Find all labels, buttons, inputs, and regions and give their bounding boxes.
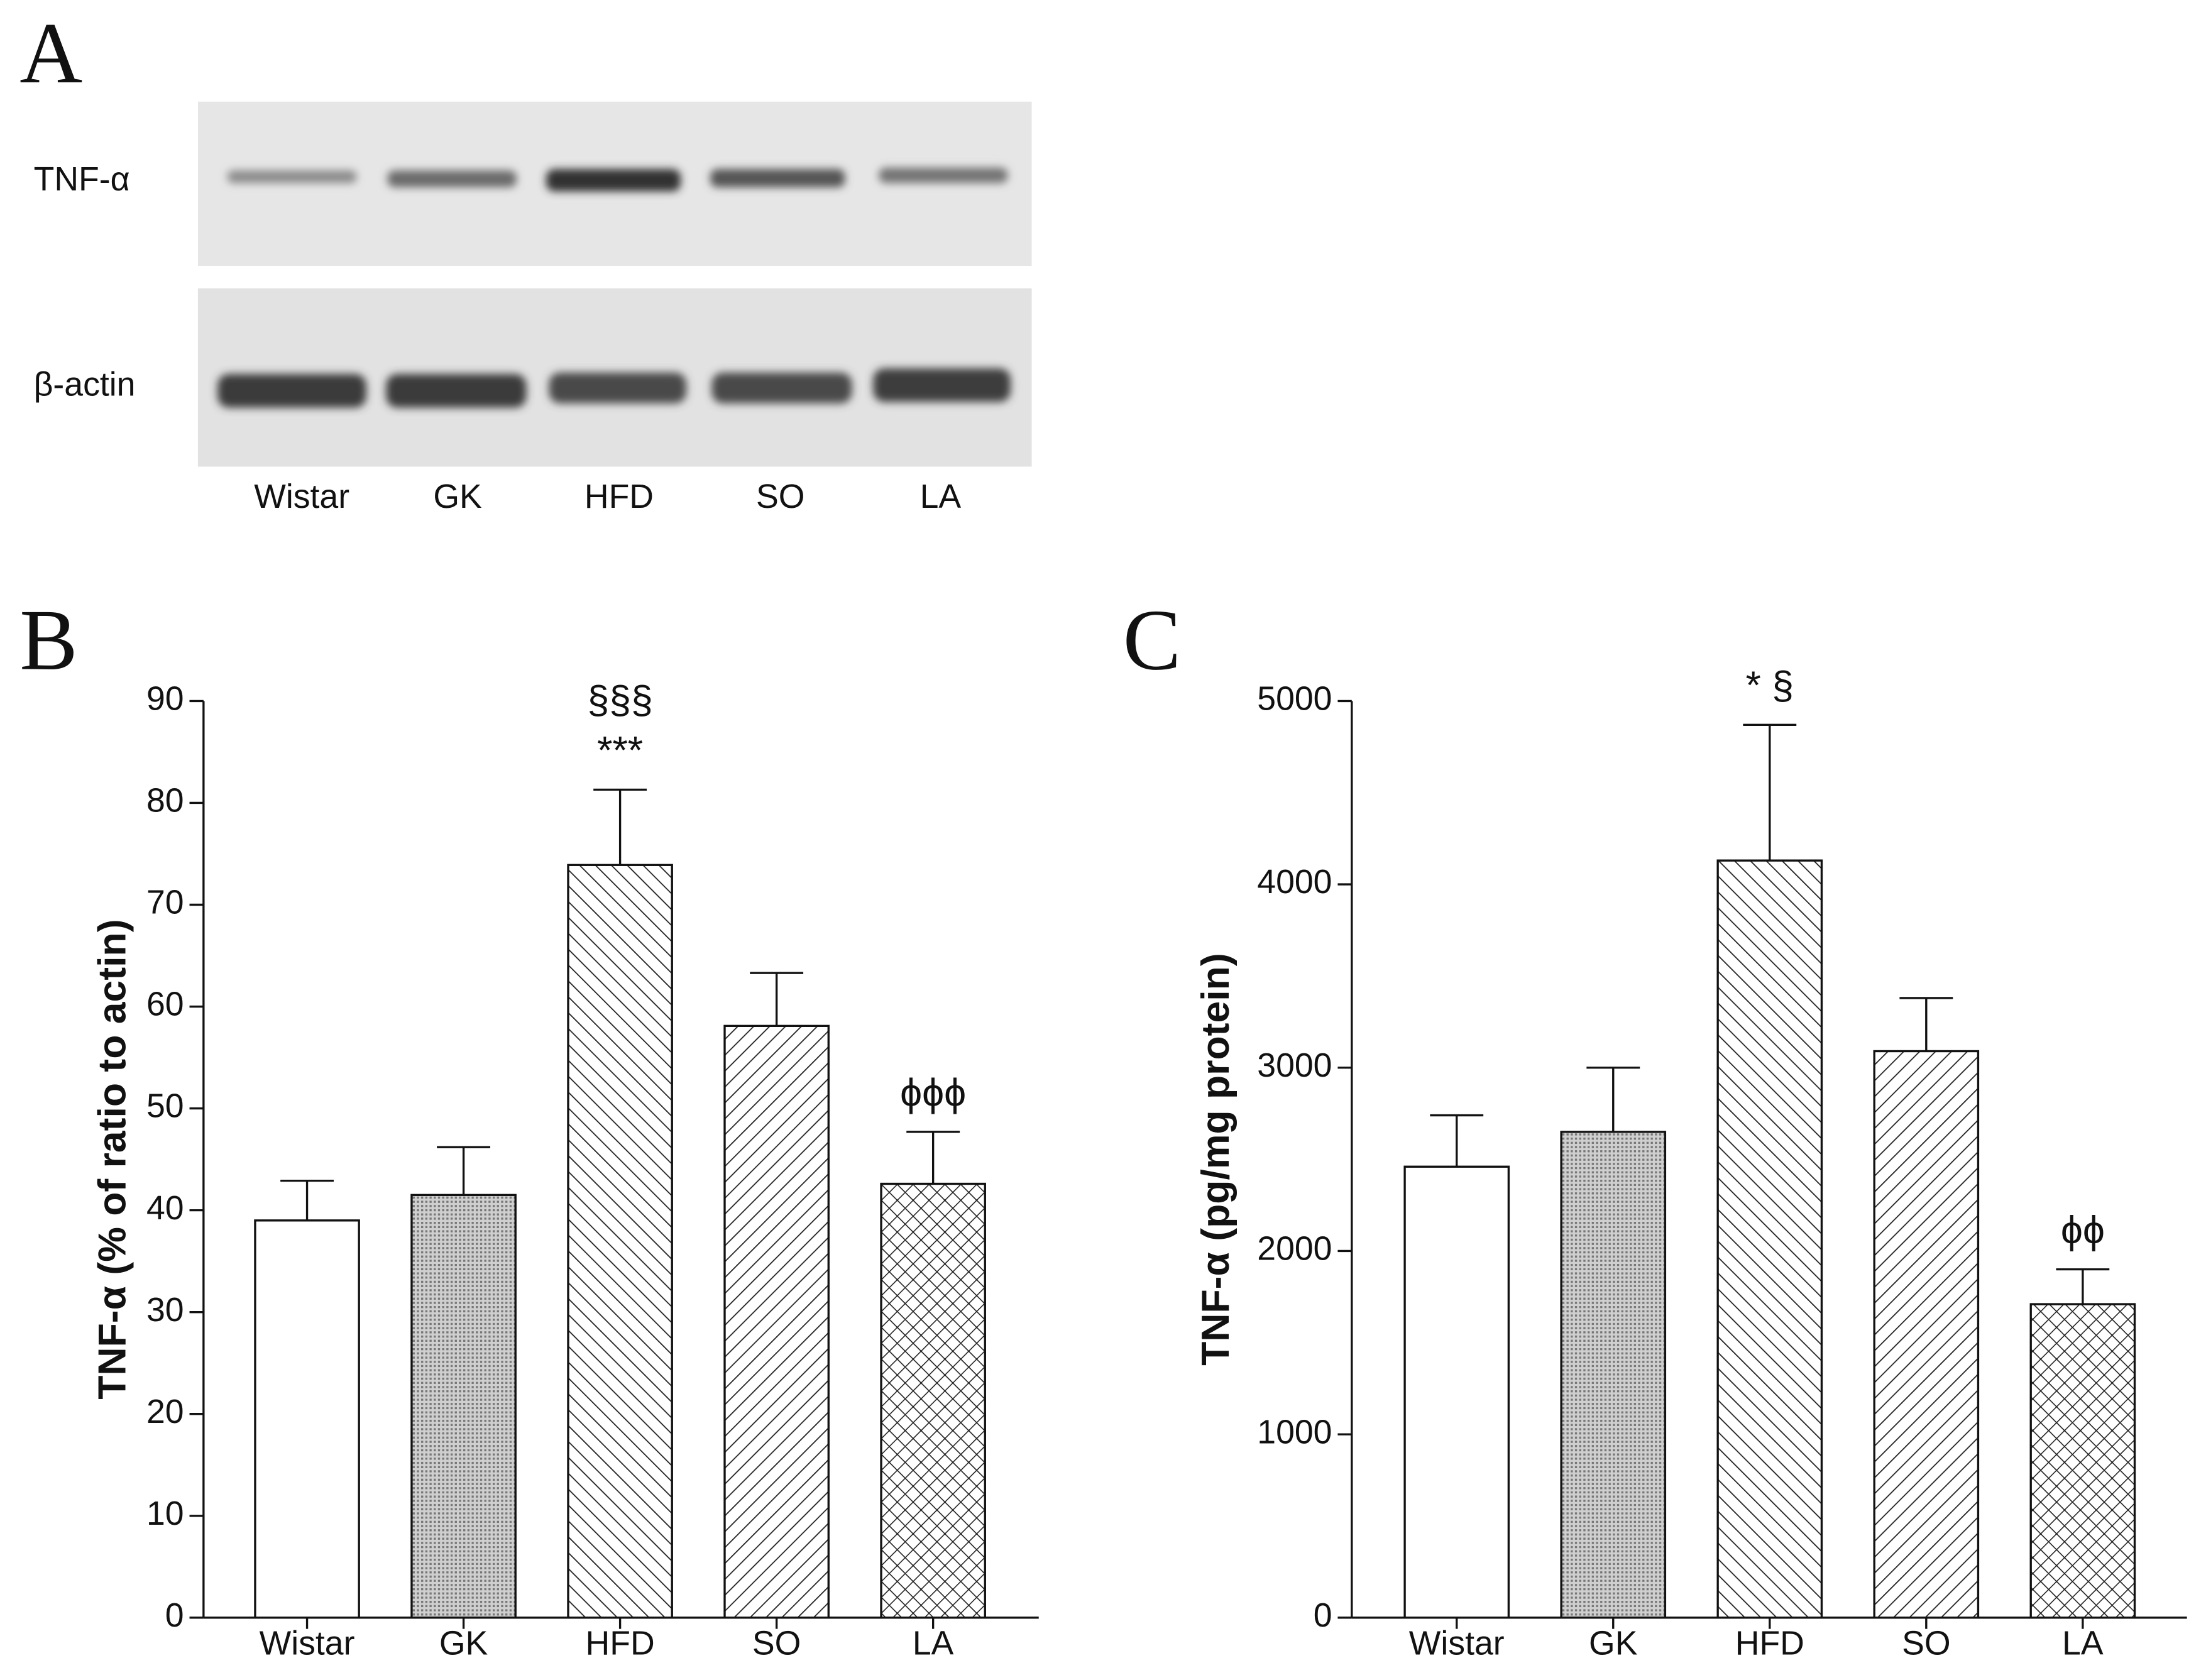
band [227,170,357,184]
band [549,372,687,404]
x-tick-label: HFD [586,1625,655,1662]
significance-label: ϕϕ [2061,1208,2105,1252]
panel-label: A [19,5,82,101]
y-tick-label: 20 [146,1393,184,1430]
significance-label: *** [597,728,643,772]
error-bar [2056,1268,2110,1305]
significance-label: ϕϕϕ [900,1070,966,1114]
y-tick-label: 80 [146,782,184,820]
bar [723,1024,830,1619]
y-tick-label: 5000 [1257,680,1332,718]
y-tick-label: 60 [146,985,184,1023]
error-bar [1743,723,1797,861]
error-bar [1430,1114,1484,1167]
bar [1403,1165,1510,1619]
band [386,374,527,408]
blot-bands [217,167,1011,408]
lane-label: GK [433,478,482,515]
panel-label: B [19,592,77,688]
lane-label: HFD [585,478,654,515]
bar [2029,1303,2136,1619]
significance-label: * § [1746,664,1794,708]
x-tick-label: Wistar [1409,1625,1505,1662]
lane-label: Wistar [254,478,349,515]
error-bar [906,1131,960,1184]
y-tick-label: 0 [1314,1596,1332,1634]
x-tick-label: LA [2062,1625,2104,1662]
error-bar [437,1146,491,1195]
band [217,374,366,408]
x-tick-label: GK [1589,1625,1638,1662]
error-bar [1899,997,1953,1051]
bar [1560,1131,1667,1619]
error-bar [593,788,647,865]
y-tick-label: 0 [165,1596,184,1634]
blot-row-label: TNF-α [34,160,130,198]
error-bar [280,1179,334,1221]
bar [880,1182,986,1619]
significance-label: §§§ [587,678,652,722]
band [387,170,517,187]
y-tick-label: 1000 [1257,1413,1332,1451]
x-tick-label: HFD [1735,1625,1804,1662]
y-tick-label: 40 [146,1189,184,1227]
x-tick-label: GK [439,1625,488,1662]
bar [1716,859,1823,1619]
y-tick-label: 90 [146,680,184,718]
bar [567,864,673,1619]
y-tick-label: 10 [146,1495,184,1532]
y-tick-label: 4000 [1257,863,1332,901]
band [711,372,852,404]
x-tick-label: SO [1902,1625,1950,1662]
error-bar [1586,1067,1640,1132]
y-tick-label: 50 [146,1087,184,1125]
bar [1873,1050,1980,1619]
x-tick-label: SO [752,1625,801,1662]
bar [410,1194,517,1619]
blot-row-label: β-actin [34,365,136,403]
y-tick-label: 30 [146,1291,184,1329]
x-tick-label: LA [913,1625,954,1662]
band [873,368,1011,402]
band [710,168,845,187]
lane-label: LA [920,478,962,515]
panel-label: C [1123,592,1181,688]
error-bar [750,972,804,1026]
lane-label: SO [756,478,804,515]
y-axis-label: TNF-α (pg/mg protein) [1194,953,1238,1366]
band [879,167,1008,184]
y-axis-label: TNF-α (% of ratio to actin) [91,919,134,1399]
y-tick-label: 2000 [1257,1230,1332,1268]
bar [254,1219,360,1619]
x-tick-label: Wistar [260,1625,355,1662]
y-tick-label: 70 [146,884,184,921]
y-tick-label: 3000 [1257,1046,1332,1084]
band [546,168,681,192]
